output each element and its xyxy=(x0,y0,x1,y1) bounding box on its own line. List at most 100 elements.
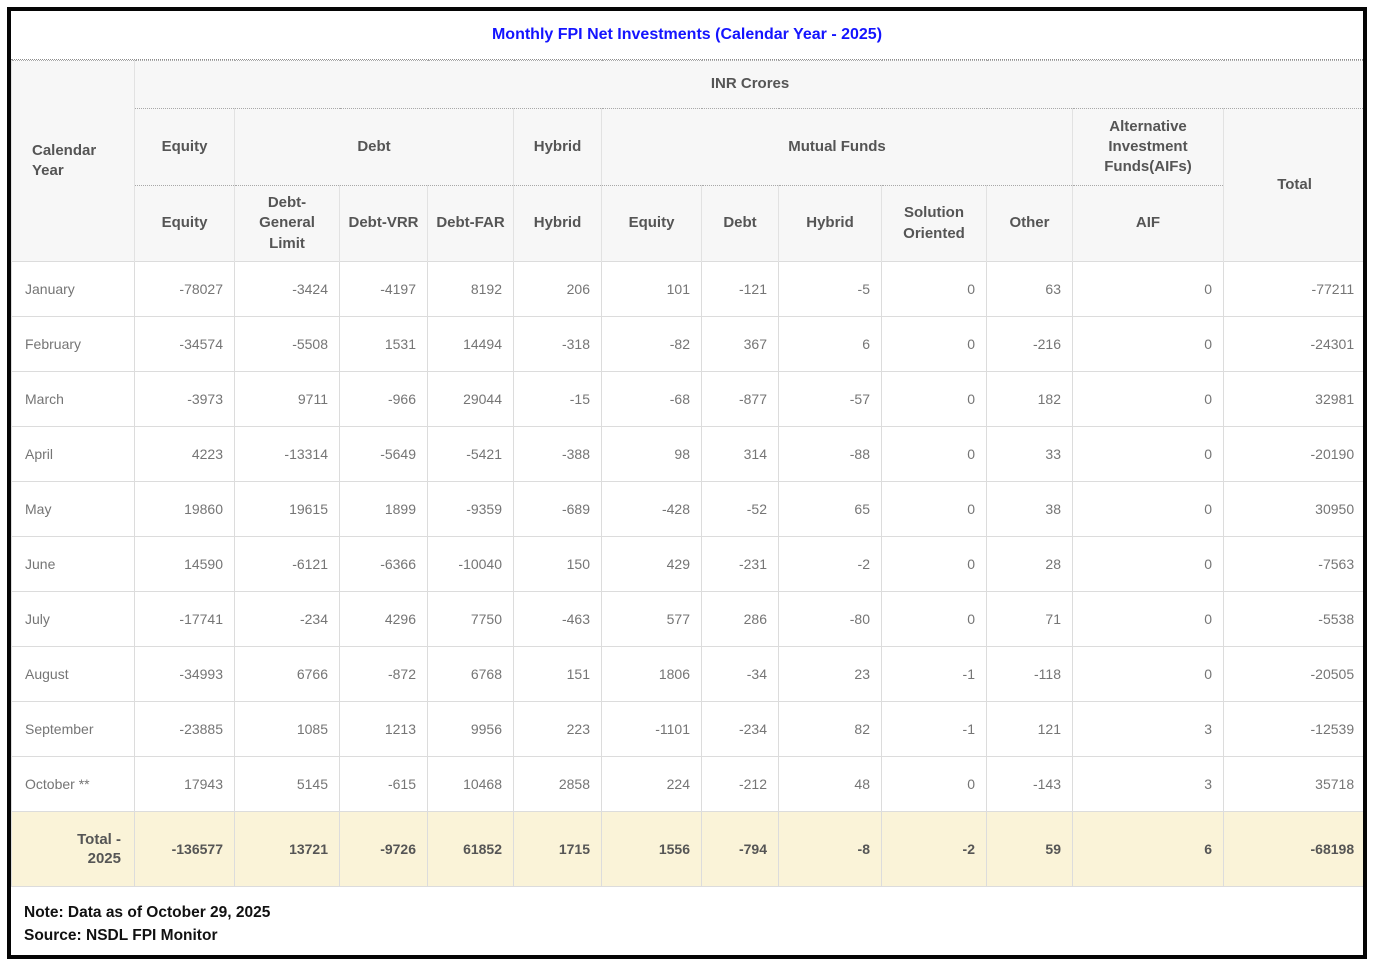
total-value-cell: 6 xyxy=(1072,811,1224,887)
total-value-cell: -136577 xyxy=(134,811,235,887)
value-cell: 1085 xyxy=(234,701,340,757)
value-cell: -15 xyxy=(513,371,602,427)
value-cell: 0 xyxy=(881,261,987,317)
value-cell: 65 xyxy=(778,481,882,537)
value-cell: -23885 xyxy=(134,701,235,757)
value-cell: 286 xyxy=(701,591,779,647)
value-cell: 28 xyxy=(986,536,1073,592)
total-row: Total - 2025 -136577 13721 -9726 61852 1715 15… xyxy=(11,811,1363,887)
subheader-debt-general-limit: Debt-General Limit xyxy=(234,185,340,262)
fpi-investments-table: Calendar Year INR Crores Equity Debt Hybri… xyxy=(11,60,1364,887)
value-cell: -872 xyxy=(339,646,428,702)
total-value-cell: -9726 xyxy=(339,811,428,887)
value-cell: 0 xyxy=(881,316,987,372)
total-value-cell: 59 xyxy=(986,811,1073,887)
value-cell: 9956 xyxy=(427,701,514,757)
value-cell: 0 xyxy=(1072,591,1224,647)
value-cell: 23 xyxy=(778,646,882,702)
value-cell: 0 xyxy=(881,371,987,427)
total-value-cell: 1556 xyxy=(601,811,702,887)
table-row-april: April 4223 -13314 -5649 -5421 -388 98 314 -88 0 33… xyxy=(11,426,1363,482)
value-cell: -5538 xyxy=(1222,591,1363,647)
value-cell: -5649 xyxy=(339,426,428,482)
value-cell: 48 xyxy=(778,756,882,812)
month-label: March xyxy=(11,371,135,427)
value-cell: -1 xyxy=(881,701,987,757)
value-cell: 33 xyxy=(986,426,1073,482)
value-cell: 82 xyxy=(778,701,882,757)
table-row-august: August -34993 6766 -872 6768 151 1806 -34 23 -1 -1… xyxy=(11,646,1363,702)
value-cell: 2858 xyxy=(513,756,602,812)
table-row-september: September -23885 1085 1213 9956 223 -1101 -234 8… xyxy=(11,701,1363,757)
month-label: September xyxy=(11,701,135,757)
value-cell: 6766 xyxy=(234,646,340,702)
value-cell: -20505 xyxy=(1222,646,1363,702)
value-cell: -5 xyxy=(778,261,882,317)
value-cell: -689 xyxy=(513,481,602,537)
value-cell: 223 xyxy=(513,701,602,757)
footnotes: Note: Data as of October 29, 2025 Source… xyxy=(11,887,1363,948)
value-cell: 0 xyxy=(1072,426,1224,482)
calendar-year-header: Calendar Year xyxy=(11,60,135,262)
report-title: Monthly FPI Net Investments (Calendar Ye… xyxy=(11,11,1363,60)
value-cell: 0 xyxy=(881,426,987,482)
value-cell: -428 xyxy=(601,481,702,537)
value-cell: 3 xyxy=(1072,756,1224,812)
value-cell: 0 xyxy=(881,591,987,647)
value-cell: 8192 xyxy=(427,261,514,317)
total-value-cell: 13721 xyxy=(234,811,340,887)
value-cell: 314 xyxy=(701,426,779,482)
value-cell: 151 xyxy=(513,646,602,702)
month-label: February xyxy=(11,316,135,372)
value-cell: -212 xyxy=(701,756,779,812)
total-value-cell: -2 xyxy=(881,811,987,887)
total-value-cell: 61852 xyxy=(427,811,514,887)
subheader-hybrid: Hybrid xyxy=(513,185,602,262)
value-cell: -463 xyxy=(513,591,602,647)
value-cell: -388 xyxy=(513,426,602,482)
value-cell: -3424 xyxy=(234,261,340,317)
value-cell: -4197 xyxy=(339,261,428,317)
value-cell: -77211 xyxy=(1222,261,1363,317)
value-cell: -1101 xyxy=(601,701,702,757)
value-cell: 29044 xyxy=(427,371,514,427)
table-row-july: July -17741 -234 4296 7750 -463 577 286 -80 0 71 0-… xyxy=(11,591,1363,647)
value-cell: 1806 xyxy=(601,646,702,702)
inr-crores-header: INR Crores xyxy=(133,60,1363,109)
value-cell: -20190 xyxy=(1222,426,1363,482)
value-cell: 1899 xyxy=(339,481,428,537)
value-cell: 14590 xyxy=(134,536,235,592)
value-cell: -6366 xyxy=(339,536,428,592)
value-cell: 71 xyxy=(986,591,1073,647)
value-cell: 0 xyxy=(1072,536,1224,592)
value-cell: 0 xyxy=(881,481,987,537)
table-row-june: June 14590 -6121 -6366 -10040 150 429 -231 -2 0 28… xyxy=(11,536,1363,592)
value-cell: -3973 xyxy=(134,371,235,427)
value-cell: -34 xyxy=(701,646,779,702)
value-cell: 14494 xyxy=(427,316,514,372)
value-cell: -118 xyxy=(986,646,1073,702)
table-row-october: October ** 17943 5145 -615 10468 2858 224 -212 4… xyxy=(11,756,1363,812)
value-cell: -7563 xyxy=(1222,536,1363,592)
value-cell: 35718 xyxy=(1222,756,1363,812)
value-cell: 4223 xyxy=(134,426,235,482)
note-data-asof: Note: Data as of October 29, 2025 xyxy=(24,904,271,921)
value-cell: -2 xyxy=(778,536,882,592)
table-row-may: May 19860 19615 1899 -9359 -689 -428 -52 65 0 38 0 3… xyxy=(11,481,1363,537)
value-cell: -234 xyxy=(701,701,779,757)
value-cell: 0 xyxy=(1072,481,1224,537)
value-cell: -877 xyxy=(701,371,779,427)
sub-header-row: Equity Debt-General Limit Debt-VRR Debt-FAR… xyxy=(12,185,1364,262)
value-cell: -24301 xyxy=(1222,316,1363,372)
value-cell: 367 xyxy=(701,316,779,372)
value-cell: -80 xyxy=(778,591,882,647)
value-cell: 19615 xyxy=(234,481,340,537)
value-cell: 19860 xyxy=(134,481,235,537)
value-cell: 206 xyxy=(513,261,602,317)
value-cell: -82 xyxy=(601,316,702,372)
total-value-cell: -68198 xyxy=(1222,811,1363,887)
value-cell: -231 xyxy=(701,536,779,592)
value-cell: 3 xyxy=(1072,701,1224,757)
month-label: October ** xyxy=(11,756,135,812)
month-label: August xyxy=(11,646,135,702)
